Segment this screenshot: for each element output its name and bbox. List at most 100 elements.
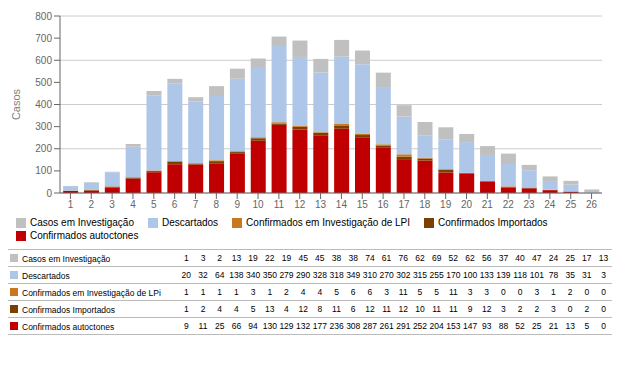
html-text:17: 17 bbox=[582, 253, 592, 263]
html-text:35: 35 bbox=[565, 270, 575, 280]
html-text:88: 88 bbox=[498, 321, 509, 331]
html-text:11: 11 bbox=[332, 304, 341, 314]
html-text:37: 37 bbox=[498, 253, 509, 263]
svg-text:17: 17 bbox=[398, 199, 410, 210]
html-text:12: 12 bbox=[365, 304, 375, 314]
svg-text:25: 25 bbox=[565, 199, 577, 210]
svg-text:3: 3 bbox=[109, 199, 115, 210]
html-text:24: 24 bbox=[548, 253, 559, 263]
html-text:62: 62 bbox=[465, 253, 475, 263]
html-text:11: 11 bbox=[432, 304, 442, 314]
html-text:22: 22 bbox=[265, 253, 275, 263]
html-text:19: 19 bbox=[248, 253, 258, 263]
svg-text:300: 300 bbox=[35, 121, 52, 132]
html-text:13: 13 bbox=[231, 253, 242, 263]
html-text:130 129 132 177 236 308 287 26: 130 129 132 177 236 308 287 261 291 252 … bbox=[262, 321, 478, 331]
html-text:13: 13 bbox=[565, 321, 575, 331]
html-text:Casos em Investigação: Casos em Investigação bbox=[30, 217, 134, 228]
svg-text:5: 5 bbox=[151, 199, 157, 210]
svg-text:15: 15 bbox=[357, 199, 369, 210]
html-text:3: 3 bbox=[200, 253, 206, 263]
html-text:21: 21 bbox=[548, 321, 559, 331]
html-text:25: 25 bbox=[215, 321, 225, 331]
svg-text:Casos: Casos bbox=[10, 88, 22, 120]
html-text:38: 38 bbox=[331, 253, 342, 263]
html-text:138 340 350 279 290 328 318 34: 138 340 350 279 290 328 318 349 310 270 … bbox=[229, 270, 544, 280]
html-text:52: 52 bbox=[448, 253, 459, 263]
svg-text:6: 6 bbox=[172, 199, 178, 210]
html-text:32: 32 bbox=[198, 270, 208, 280]
svg-text:12: 12 bbox=[294, 199, 306, 210]
html-text:52: 52 bbox=[515, 321, 525, 331]
svg-text:7: 7 bbox=[193, 199, 199, 210]
html-text:56: 56 bbox=[482, 253, 492, 263]
html-text:12: 12 bbox=[398, 304, 408, 314]
html-text:13: 13 bbox=[598, 253, 609, 263]
html-text:12: 12 bbox=[298, 304, 308, 314]
svg-text:14: 14 bbox=[336, 199, 348, 210]
html-text:61: 61 bbox=[381, 253, 392, 263]
html-text:Confirmados Importados: Confirmados Importados bbox=[438, 217, 548, 228]
html-text:19: 19 bbox=[281, 253, 292, 263]
svg-text:24: 24 bbox=[544, 199, 556, 210]
svg-text:22: 22 bbox=[503, 199, 515, 210]
html-text:93: 93 bbox=[482, 321, 492, 331]
html-text:94: 94 bbox=[248, 321, 258, 331]
html-text:Confirmados Importados: Confirmados Importados bbox=[22, 304, 116, 315]
svg-text:9: 9 bbox=[234, 199, 240, 210]
html-text:10: 10 bbox=[415, 304, 425, 314]
html-text:25: 25 bbox=[565, 253, 575, 263]
svg-text:200: 200 bbox=[35, 143, 52, 154]
html-text:47: 47 bbox=[532, 253, 542, 263]
svg-text:10: 10 bbox=[252, 199, 264, 210]
svg-text:11: 11 bbox=[274, 199, 285, 210]
html-text:Confirmados em Investigação de: Confirmados em Investigação de LPI bbox=[246, 217, 411, 228]
html-text:Confirmados em Investigação de: Confirmados em Investigação de LPi bbox=[22, 287, 161, 298]
svg-text:21: 21 bbox=[482, 199, 494, 210]
svg-text:16: 16 bbox=[378, 199, 390, 210]
html-text:69: 69 bbox=[431, 253, 442, 263]
svg-text:8: 8 bbox=[214, 199, 220, 210]
html-text:64: 64 bbox=[215, 270, 225, 280]
svg-text:600: 600 bbox=[35, 55, 52, 66]
html-text:66: 66 bbox=[231, 321, 242, 331]
svg-text:18: 18 bbox=[419, 199, 431, 210]
html-text:20: 20 bbox=[181, 270, 192, 280]
svg-text:19: 19 bbox=[440, 199, 452, 210]
html-text:11: 11 bbox=[198, 321, 208, 331]
html-text:11: 11 bbox=[398, 287, 408, 297]
svg-text:400: 400 bbox=[35, 99, 52, 110]
html-text:31: 31 bbox=[582, 270, 592, 280]
svg-text:23: 23 bbox=[523, 199, 535, 210]
html-text:Confirmados autoctones: Confirmados autoctones bbox=[30, 230, 139, 241]
html-text:78: 78 bbox=[548, 270, 559, 280]
svg-text:700: 700 bbox=[35, 33, 52, 44]
svg-text:4: 4 bbox=[130, 199, 136, 210]
html-text:Casos em Investigação: Casos em Investigação bbox=[22, 253, 111, 264]
html-text:Descartados: Descartados bbox=[162, 217, 219, 228]
html-text:12: 12 bbox=[482, 304, 492, 314]
html-text:38: 38 bbox=[348, 253, 358, 263]
html-text:74: 74 bbox=[365, 253, 375, 263]
html-text:40: 40 bbox=[515, 253, 525, 263]
html-text:45: 45 bbox=[298, 253, 308, 263]
svg-text:1: 1 bbox=[68, 199, 74, 210]
html-text:Descartados: Descartados bbox=[22, 270, 70, 281]
svg-text:20: 20 bbox=[461, 199, 473, 210]
svg-text:800: 800 bbox=[35, 11, 52, 22]
html-text:45: 45 bbox=[315, 253, 325, 263]
svg-text:500: 500 bbox=[35, 77, 52, 88]
html-text:Confirmados autoctones: Confirmados autoctones bbox=[22, 321, 115, 332]
html-text:62: 62 bbox=[415, 253, 425, 263]
html-text:11: 11 bbox=[448, 304, 458, 314]
html-text:25: 25 bbox=[532, 321, 542, 331]
svg-text:100: 100 bbox=[35, 165, 52, 176]
html-text:13: 13 bbox=[265, 304, 275, 314]
svg-text:26: 26 bbox=[586, 199, 598, 210]
html-text:11: 11 bbox=[448, 287, 458, 297]
svg-text:2: 2 bbox=[88, 199, 94, 210]
html-text:11: 11 bbox=[382, 304, 391, 314]
svg-text:0: 0 bbox=[46, 188, 52, 199]
html-text:76: 76 bbox=[398, 253, 408, 263]
svg-text:13: 13 bbox=[315, 199, 327, 210]
